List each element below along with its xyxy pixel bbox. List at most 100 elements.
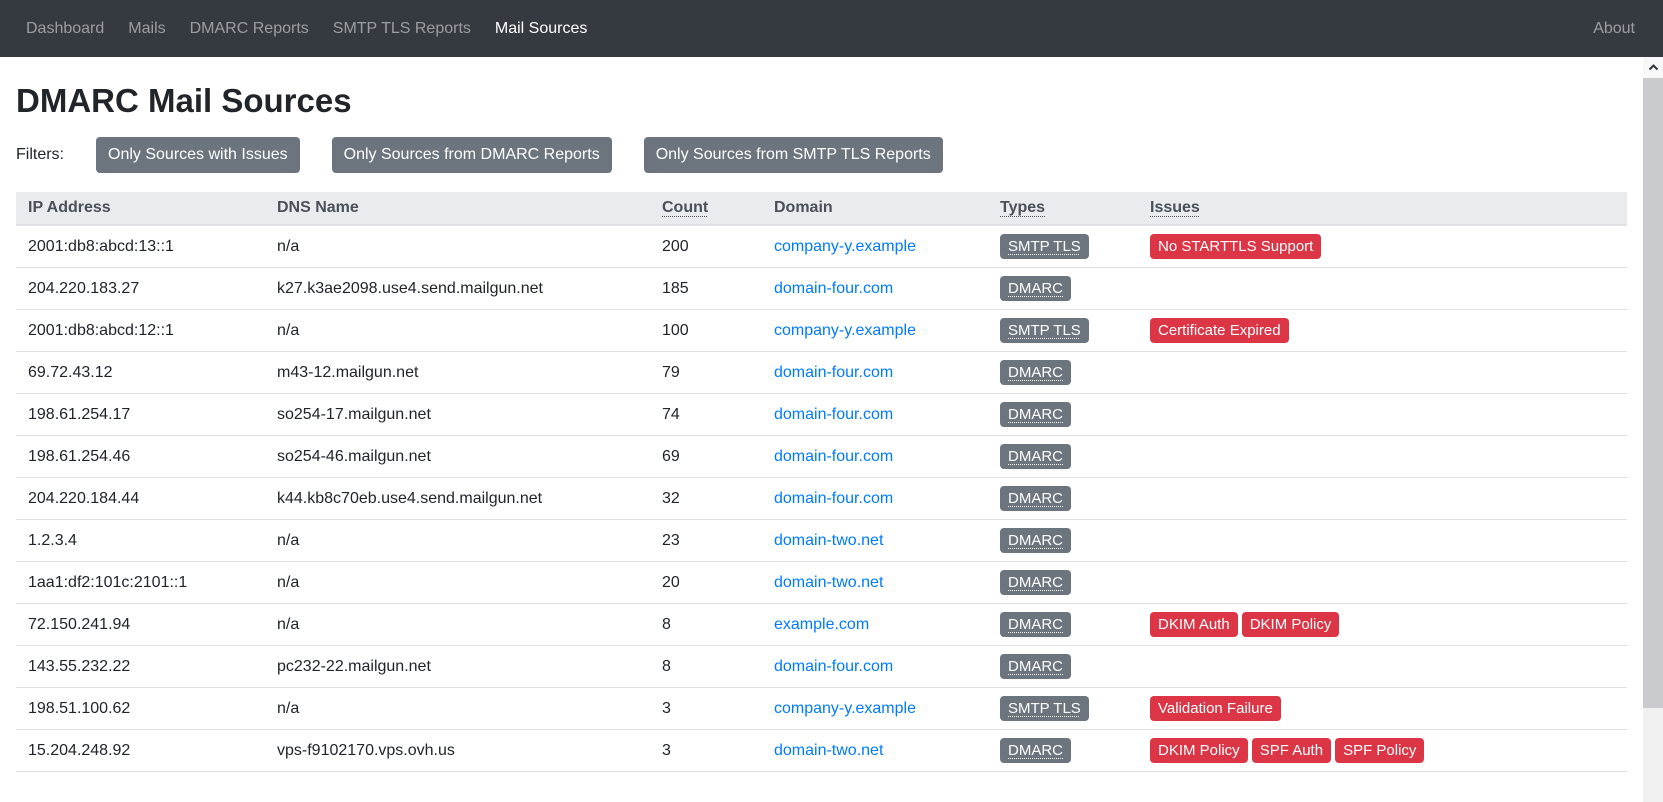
filter-button-dmarc[interactable]: Only Sources from DMARC Reports (331, 137, 612, 173)
filters-label: Filters: (16, 146, 64, 163)
domain-link[interactable]: domain-four.com (774, 657, 894, 675)
count-cell: 185 (650, 267, 762, 310)
ip-address-cell: 69.72.43.12 (16, 351, 265, 394)
table-header-row: IP Address DNS Name Count Domain Types I… (16, 192, 1627, 226)
issue-badge: SPF Policy (1335, 738, 1425, 763)
type-badge[interactable]: DMARC (1000, 528, 1071, 553)
domain-link[interactable]: domain-two.net (774, 741, 884, 759)
ip-address-cell: 15.204.248.92 (16, 729, 265, 772)
nav-item-mail-sources[interactable]: Mail Sources (494, 19, 588, 37)
scrollbar[interactable] (1643, 57, 1663, 802)
table-body: 2001:db8:abcd:13::1 n/a 200 company-y.examp… (16, 225, 1627, 772)
table-row: 1aa1:df2:101c:2101::1 n/a 20 domain-two.net… (16, 561, 1627, 604)
domain-link[interactable]: domain-two.net (774, 573, 884, 591)
count-cell: 8 (650, 645, 762, 688)
type-badge-label: DMARC (1008, 742, 1063, 759)
type-badge[interactable]: DMARC (1000, 276, 1071, 301)
nav-item-smtp-tls-reports[interactable]: SMTP TLS Reports (332, 19, 471, 37)
filter-button-smtp-tls[interactable]: Only Sources from SMTP TLS Reports (643, 137, 943, 173)
types-cell: SMTP TLS (988, 687, 1138, 730)
domain-cell: example.com (762, 603, 988, 646)
column-header-count[interactable]: Count (650, 192, 762, 226)
type-badge[interactable]: SMTP TLS (1000, 318, 1089, 343)
column-header-types[interactable]: Types (988, 192, 1138, 226)
domain-link[interactable]: domain-four.com (774, 279, 894, 297)
chevron-up-icon (1648, 64, 1658, 71)
issue-badge: DKIM Auth (1150, 612, 1238, 637)
issue-badge: DKIM Policy (1241, 612, 1340, 637)
filter-button-issues[interactable]: Only Sources with Issues (96, 137, 300, 173)
column-header-ip-address: IP Address (16, 192, 265, 226)
types-cell: DMARC (988, 603, 1138, 646)
domain-cell: domain-four.com (762, 267, 988, 310)
dns-name-cell: n/a (265, 561, 650, 604)
dns-name-cell: vps-f9102170.vps.ovh.us (265, 729, 650, 772)
type-badge[interactable]: DMARC (1000, 612, 1071, 637)
types-cell: DMARC (988, 351, 1138, 394)
type-badge[interactable]: SMTP TLS (1000, 234, 1089, 259)
domain-link[interactable]: domain-two.net (774, 531, 884, 549)
type-badge[interactable]: DMARC (1000, 654, 1071, 679)
scrollbar-up-button[interactable] (1643, 57, 1663, 78)
count-cell: 20 (650, 561, 762, 604)
dns-name-cell: so254-17.mailgun.net (265, 393, 650, 436)
types-cell: DMARC (988, 267, 1138, 310)
nav-item-about[interactable]: About (1593, 19, 1635, 37)
domain-link[interactable]: company-y.example (774, 321, 916, 339)
type-badge[interactable]: DMARC (1000, 570, 1071, 595)
type-badge-label: DMARC (1008, 280, 1063, 297)
types-cell: DMARC (988, 435, 1138, 478)
domain-link[interactable]: company-y.example (774, 237, 916, 255)
types-cell: DMARC (988, 561, 1138, 604)
count-cell: 32 (650, 477, 762, 520)
nav-item-dmarc-reports[interactable]: DMARC Reports (189, 19, 309, 37)
dns-name-cell: so254-46.mailgun.net (265, 435, 650, 478)
issues-cell (1138, 561, 1627, 604)
ip-address-cell: 198.51.100.62 (16, 687, 265, 730)
table-row: 1.2.3.4 n/a 23 domain-two.net DMARC (16, 519, 1627, 562)
type-badge[interactable]: DMARC (1000, 486, 1071, 511)
type-badge[interactable]: DMARC (1000, 360, 1071, 385)
nav-item-mails[interactable]: Mails (128, 19, 166, 37)
domain-link[interactable]: domain-four.com (774, 447, 894, 465)
table-row: 204.220.183.27 k27.k3ae2098.use4.send.mai… (16, 267, 1627, 310)
dns-name-cell: n/a (265, 225, 650, 268)
issues-cell (1138, 435, 1627, 478)
domain-cell: company-y.example (762, 225, 988, 268)
domain-cell: company-y.example (762, 687, 988, 730)
domain-link[interactable]: domain-four.com (774, 405, 894, 423)
count-cell: 79 (650, 351, 762, 394)
count-cell: 200 (650, 225, 762, 268)
type-badge-label: DMARC (1008, 490, 1063, 507)
type-badge[interactable]: DMARC (1000, 402, 1071, 427)
ip-address-cell: 143.55.232.22 (16, 645, 265, 688)
type-badge[interactable]: SMTP TLS (1000, 696, 1089, 721)
type-badge-label: SMTP TLS (1008, 238, 1081, 255)
table-row: 72.150.241.94 n/a 8 example.com DMARC DKIM Au… (16, 603, 1627, 646)
domain-link[interactable]: company-y.example (774, 699, 916, 717)
type-badge-label: SMTP TLS (1008, 322, 1081, 339)
ip-address-cell: 198.61.254.46 (16, 435, 265, 478)
dns-name-cell: k27.k3ae2098.use4.send.mailgun.net (265, 267, 650, 310)
table-row: 198.51.100.62 n/a 3 company-y.example SMTP T… (16, 687, 1627, 730)
domain-link[interactable]: domain-four.com (774, 363, 894, 381)
ip-address-cell: 1aa1:df2:101c:2101::1 (16, 561, 265, 604)
domain-cell: domain-four.com (762, 435, 988, 478)
domain-link[interactable]: domain-four.com (774, 489, 894, 507)
table-row: 2001:db8:abcd:12::1 n/a 100 company-y.examp… (16, 309, 1627, 352)
dns-name-cell: n/a (265, 309, 650, 352)
nav-item-dashboard[interactable]: Dashboard (26, 19, 105, 37)
scrollbar-thumb[interactable] (1643, 78, 1663, 708)
mail-sources-table: IP Address DNS Name Count Domain Types I… (16, 192, 1627, 772)
column-header-issues[interactable]: Issues (1138, 192, 1627, 226)
domain-link[interactable]: example.com (774, 615, 870, 633)
type-badge[interactable]: DMARC (1000, 738, 1071, 763)
type-badge[interactable]: DMARC (1000, 444, 1071, 469)
column-header-dns-name: DNS Name (265, 192, 650, 226)
ip-address-cell: 1.2.3.4 (16, 519, 265, 562)
domain-cell: domain-four.com (762, 477, 988, 520)
navbar-links: Dashboard Mails DMARC Reports SMTP TLS R… (14, 12, 599, 46)
count-cell: 74 (650, 393, 762, 436)
types-cell: DMARC (988, 519, 1138, 562)
issues-cell (1138, 519, 1627, 562)
